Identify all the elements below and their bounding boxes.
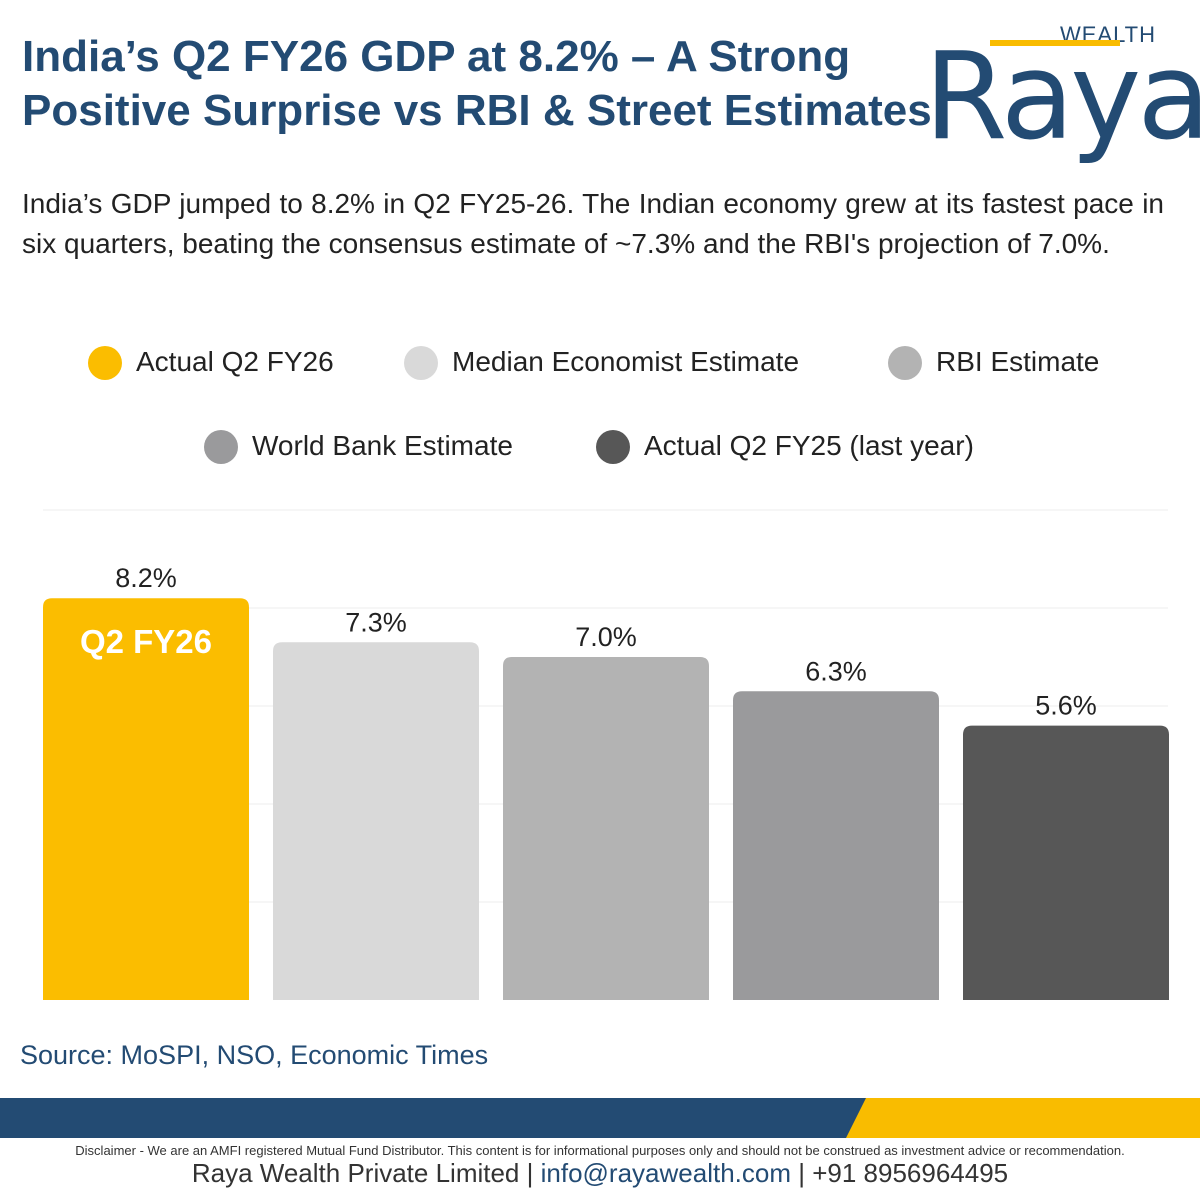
footer-color-band: [0, 1098, 1200, 1138]
footer-contact: Raya Wealth Private Limited | info@rayaw…: [0, 1158, 1200, 1189]
bar: [273, 642, 479, 1000]
bar: [733, 691, 939, 1000]
raya-wealth-logo: WEALTH Raya: [920, 18, 1200, 178]
footer-separator: |: [791, 1158, 813, 1188]
legend-row-2: World Bank Estimate Actual Q2 FY25 (last…: [0, 424, 1200, 470]
band-gold: [846, 1098, 1200, 1138]
data-label: 8.2%: [115, 563, 177, 593]
legend-label: Actual Q2 FY25 (last year): [644, 430, 974, 461]
page-title: India’s Q2 FY26 GDP at 8.2% – A Strong P…: [22, 30, 932, 138]
footer-phone: +91 8956964495: [812, 1158, 1009, 1188]
legend-swatch: [88, 346, 122, 380]
legend-label: RBI Estimate: [936, 346, 1100, 377]
data-label: 5.6%: [1035, 691, 1097, 721]
data-label: 6.3%: [805, 656, 867, 686]
bar: [963, 725, 1169, 1000]
gdp-bar-chart: 8.2% Q2 FY26 7.3% 7.0% 6.3% 5.6%: [43, 509, 1169, 1000]
footer-company: Raya Wealth Private Limited: [191, 1158, 520, 1188]
data-label: 7.0%: [575, 622, 637, 652]
bar: [503, 657, 709, 1000]
source-note: Source: MoSPI, NSO, Economic Times: [20, 1040, 489, 1070]
data-label: 7.3%: [345, 607, 407, 637]
legend-swatch: [888, 346, 922, 380]
logo-accent-bar: [990, 40, 1120, 46]
legend-label: Actual Q2 FY26: [136, 346, 334, 377]
title-line-2: Positive Surprise vs RBI & Street Estima…: [22, 86, 932, 135]
footer-email-link[interactable]: info@rayawealth.com: [540, 1158, 791, 1188]
intro-paragraph: India’s GDP jumped to 8.2% in Q2 FY25-26…: [22, 188, 1164, 259]
legend-swatch: [404, 346, 438, 380]
legend-label: World Bank Estimate: [252, 430, 513, 461]
title-line-1: India’s Q2 FY26 GDP at 8.2% – A Strong: [22, 32, 851, 81]
legend-label: Median Economist Estimate: [452, 346, 800, 377]
logo-wordmark: Raya: [924, 28, 1200, 167]
legend-swatch: [204, 430, 238, 464]
disclaimer: Disclaimer - We are an AMFI registered M…: [75, 1143, 1125, 1158]
bar-highlight-label: Q2 FY26: [80, 623, 212, 660]
bar: [43, 598, 249, 1000]
footer-separator: |: [519, 1158, 541, 1188]
legend-row-1: Actual Q2 FY26 Median Economist Estimate…: [0, 340, 1200, 386]
legend-swatch: [596, 430, 630, 464]
